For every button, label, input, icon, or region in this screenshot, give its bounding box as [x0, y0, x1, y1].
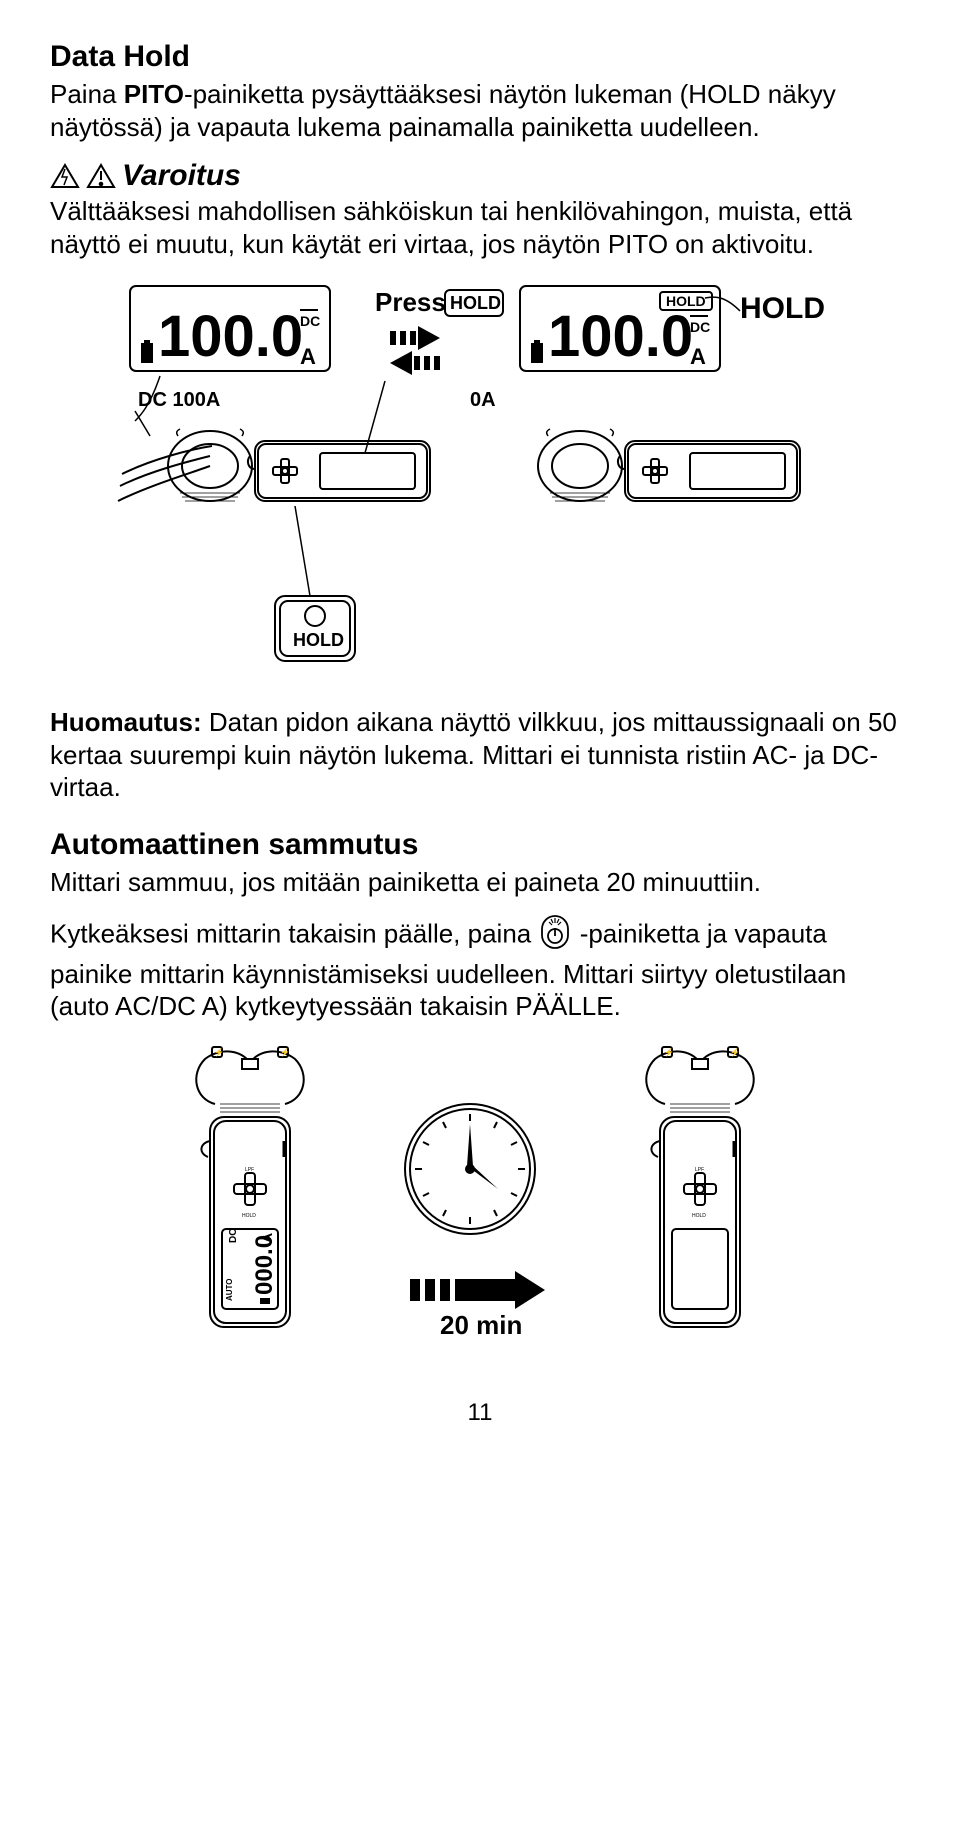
text-pre: Paina [50, 79, 124, 109]
lightning-triangle-icon [50, 163, 80, 189]
svg-text:HOLD: HOLD [740, 292, 825, 325]
svg-text:HOLD: HOLD [242, 1213, 256, 1219]
note-paragraph: Huomautus: Datan pidon aikana näyttö vil… [50, 706, 910, 804]
svg-text:20 min: 20 min [440, 1310, 522, 1340]
svg-text:HOLD: HOLD [450, 293, 501, 313]
svg-text:DC 100A: DC 100A [138, 389, 220, 411]
svg-text:HOLD: HOLD [293, 630, 344, 650]
figure-hold-svg: 100.0 DC A Press HOLD HOLD 100.0 DC A HO… [100, 276, 860, 686]
figure-hold: 100.0 DC A Press HOLD HOLD 100.0 DC A HO… [50, 276, 910, 686]
note-label: Huomautus: [50, 707, 202, 737]
data-hold-body: Paina PITO-painiketta pysäyttääksesi näy… [50, 78, 910, 143]
figure-auto-off-svg: ⚡ ⚡ LPF HOLD AUTO [100, 1039, 860, 1369]
svg-text:A: A [259, 1232, 275, 1242]
svg-text:AUTO: AUTO [225, 1278, 234, 1301]
svg-text:LPF: LPF [245, 1167, 254, 1173]
warning-label: Varoitus [122, 159, 241, 193]
section-title-auto-off: Automaattinen sammutus [50, 828, 910, 862]
svg-text:⚡: ⚡ [664, 1047, 674, 1057]
power-button-icon [540, 914, 570, 958]
exclamation-triangle-icon [86, 163, 116, 189]
svg-text:DC: DC [300, 313, 320, 329]
svg-text:LPF: LPF [695, 1167, 704, 1173]
page-number: 11 [50, 1399, 910, 1427]
svg-text:DC: DC [228, 1228, 239, 1242]
text-pito: PITO [124, 79, 184, 109]
warning-body: Välttääksesi mahdollisen sähköiskun tai … [50, 195, 910, 260]
svg-text:⚡: ⚡ [730, 1047, 740, 1057]
auto-off-p2: Kytkeäksesi mittarin takaisin päälle, pa… [50, 914, 910, 1023]
svg-text:A: A [300, 344, 316, 369]
svg-text:⚡: ⚡ [214, 1047, 224, 1057]
svg-text:0A: 0A [470, 389, 496, 411]
auto-off-p1: Mittari sammuu, jos mitään painiketta ei… [50, 866, 910, 899]
svg-text:100.0: 100.0 [548, 304, 693, 369]
figure-auto-off: ⚡ ⚡ LPF HOLD AUTO [50, 1039, 910, 1369]
svg-text:⚡: ⚡ [280, 1047, 290, 1057]
svg-text:A: A [690, 344, 706, 369]
svg-text:DC: DC [690, 319, 710, 335]
section-title-data-hold: Data Hold [50, 40, 910, 74]
svg-text:100.0: 100.0 [158, 304, 303, 369]
svg-text:Press: Press [375, 287, 446, 317]
svg-text:HOLD: HOLD [692, 1213, 706, 1219]
warning-heading: Varoitus [50, 159, 910, 193]
p2-pre: Kytkeäksesi mittarin takaisin päälle, pa… [50, 919, 538, 949]
